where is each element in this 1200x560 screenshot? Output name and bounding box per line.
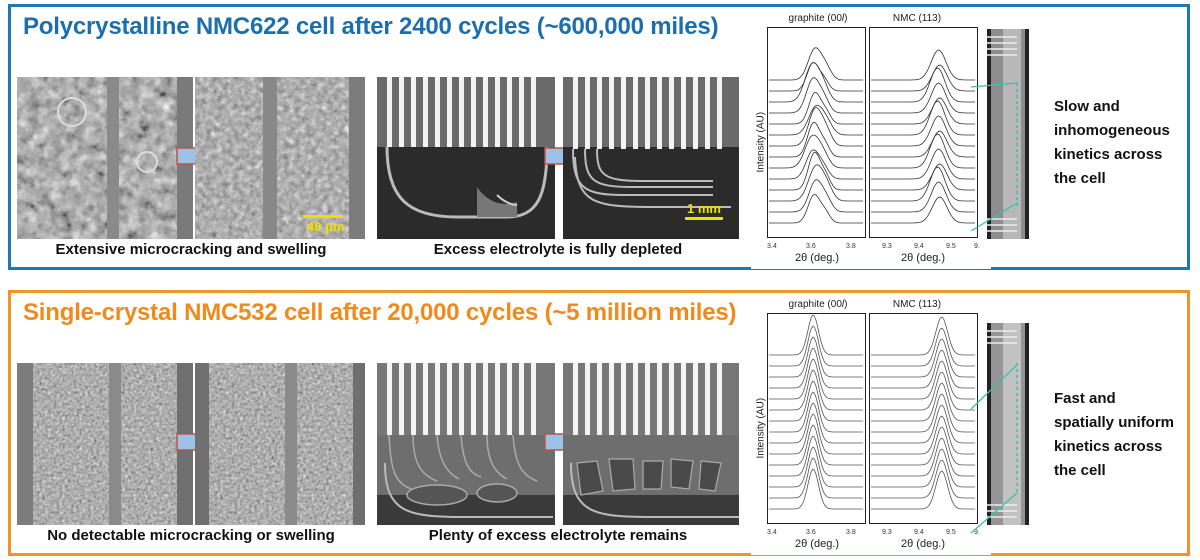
diffraction-trace	[769, 77, 863, 114]
diffraction-trace	[871, 371, 975, 411]
kinetics-note: Fast and spatially uniform kinetics acro…	[1054, 390, 1175, 479]
microstructure-image-after: 40 μm	[195, 77, 365, 239]
diffraction-trace	[769, 134, 863, 169]
electrolyte-image-after	[563, 363, 739, 525]
diffraction-trace	[769, 446, 863, 488]
connector-lines	[970, 82, 1018, 232]
microstructure-image-before	[17, 77, 193, 239]
diffraction-trace	[871, 100, 975, 136]
diffraction-trace	[769, 104, 863, 136]
caption-microcracking: No detectable microcracking or swelling	[47, 527, 335, 544]
diffraction-trace	[769, 179, 863, 213]
diffraction-trace	[871, 415, 975, 455]
diffraction-trace	[769, 369, 863, 411]
diffraction-trace	[769, 358, 863, 400]
kinetics-note: Slow and inhomogeneous kinetics across t…	[1054, 98, 1170, 187]
diffraction-trace	[871, 470, 975, 510]
diffraction-trace	[769, 413, 863, 455]
xrd-traces	[767, 313, 978, 524]
microstructure-image-before	[17, 363, 193, 525]
diffraction-trace	[769, 151, 863, 191]
diffraction-trace	[769, 435, 863, 477]
diffraction-trace	[871, 67, 975, 103]
plot-title-graphite: graphite (00l)	[788, 13, 848, 24]
cell-cross-section-image	[987, 29, 1029, 239]
single-crystal-panel: Single-crystal NMC532 cell after 20,000 …	[8, 290, 1190, 556]
diffraction-trace	[871, 382, 975, 422]
xrd-plot: graphite (00l) NMC (113) Intensity (AU) …	[751, 7, 991, 269]
diffraction-trace	[769, 314, 863, 356]
diffraction-trace	[769, 62, 863, 92]
diffraction-trace	[871, 181, 975, 213]
cell-cross-section-image	[987, 323, 1029, 525]
caption-electrolyte: Excess electrolyte is fully depleted	[433, 241, 683, 258]
diffraction-trace	[871, 338, 975, 378]
diffraction-trace	[769, 149, 863, 180]
y-axis-label: Intensity (AU)	[755, 397, 767, 459]
polycrystalline-panel: Polycrystalline NMC622 cell after 2400 c…	[8, 4, 1190, 270]
x-axis-label: 2θ (deg.)	[901, 538, 946, 550]
caption-microcracking: Extensive microcracking and swelling	[55, 241, 327, 258]
diffraction-trace	[769, 106, 863, 147]
panel-title: Single-crystal NMC532 cell after 20,000 …	[23, 299, 737, 326]
diffraction-trace	[769, 402, 863, 444]
diffraction-trace	[871, 166, 975, 202]
x-axis-label: 2θ (deg.)	[795, 538, 840, 550]
electrolyte-image-before	[377, 77, 555, 239]
diffraction-trace	[769, 91, 863, 125]
diffraction-trace	[769, 391, 863, 433]
diffraction-trace	[871, 327, 975, 367]
diffraction-trace	[769, 457, 863, 499]
diffraction-trace	[871, 393, 975, 433]
diffraction-trace	[871, 49, 975, 81]
plot-title-nmc: NMC (113)	[892, 299, 942, 310]
plot-title-nmc: NMC (113)	[892, 13, 942, 24]
diffraction-trace	[871, 148, 975, 180]
diffraction-trace	[769, 121, 863, 158]
xrd-plot: graphite (00l) NMC (113) Intensity (AU) …	[751, 293, 991, 555]
diffraction-trace	[871, 163, 975, 191]
diffraction-trace	[871, 64, 975, 92]
diffraction-trace	[871, 130, 975, 158]
diffraction-trace	[769, 47, 863, 81]
plot-title-graphite: graphite (00l)	[788, 299, 848, 310]
scalebar-label: 40 μm	[307, 219, 345, 234]
diffraction-trace	[769, 164, 863, 202]
y-axis-label: Intensity (AU)	[755, 111, 767, 173]
electrolyte-image-before	[377, 363, 555, 525]
scalebar-label: 1 mm	[687, 201, 721, 216]
diffraction-trace	[871, 404, 975, 444]
diffraction-trace	[871, 82, 975, 114]
diffraction-trace	[871, 437, 975, 477]
diffraction-trace	[871, 360, 975, 400]
xrd-traces	[767, 27, 978, 238]
diffraction-trace	[769, 336, 863, 378]
diffraction-trace	[871, 97, 975, 125]
diffraction-trace	[871, 448, 975, 488]
diffraction-trace	[871, 349, 975, 389]
diffraction-trace	[871, 459, 975, 499]
diffraction-trace	[871, 115, 975, 147]
diffraction-trace	[769, 468, 863, 510]
diffraction-trace	[769, 424, 863, 466]
x-axis-label: 2θ (deg.)	[795, 252, 840, 264]
diffraction-trace	[769, 325, 863, 367]
diffraction-trace	[871, 426, 975, 466]
diffraction-trace	[871, 316, 975, 356]
panel-title: Polycrystalline NMC622 cell after 2400 c…	[23, 13, 719, 40]
connector-lines	[970, 364, 1018, 534]
diffraction-trace	[769, 193, 863, 224]
x-axis-label: 2θ (deg.)	[901, 252, 946, 264]
diffraction-trace	[871, 196, 975, 224]
caption-electrolyte: Plenty of excess electrolyte remains	[428, 527, 688, 544]
diffraction-trace	[769, 347, 863, 389]
electrolyte-image-after: 1 mm	[563, 77, 739, 239]
diffraction-trace	[871, 133, 975, 169]
microstructure-image-after	[195, 363, 365, 525]
diffraction-trace	[769, 380, 863, 422]
